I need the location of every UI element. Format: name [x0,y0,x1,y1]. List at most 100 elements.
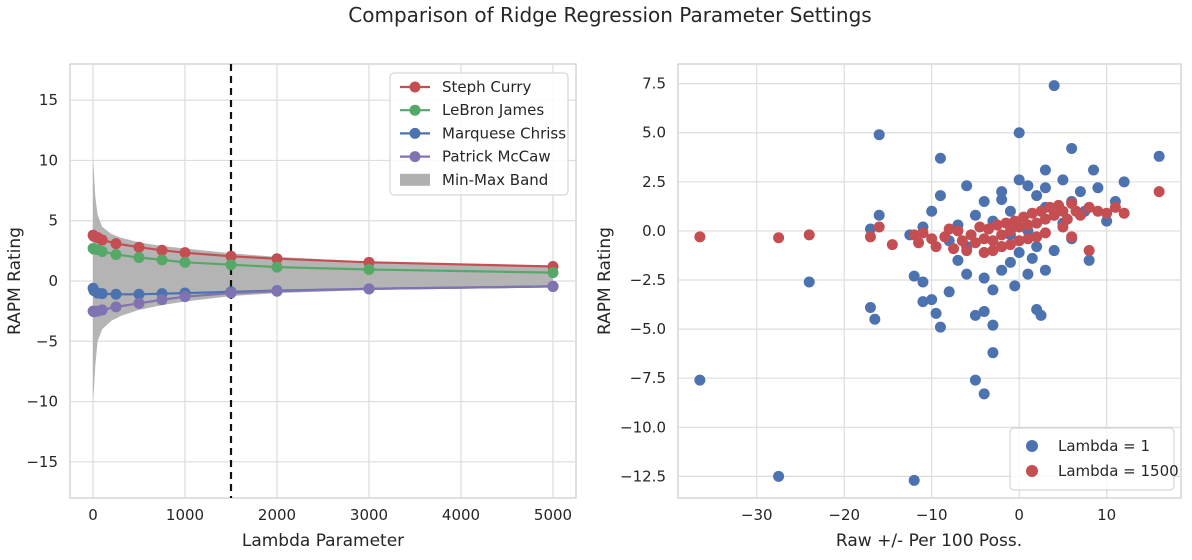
right-legend-frame [1009,427,1175,491]
lambda-1-point [952,254,964,266]
lambda-1500-point [1039,213,1051,225]
steph-curry-point [96,234,108,246]
lambda-1-point [996,186,1008,198]
lambda-1500-point [948,243,960,255]
lambda-1500-point [1074,209,1086,221]
left-y-tick-label: 10 [39,151,58,169]
lambda-1-point [908,474,920,486]
lebron-james-point [179,256,191,268]
patrick-mccaw-point [110,301,122,313]
lambda-1500-point [917,227,929,239]
lambda-1500-point [694,231,706,243]
right-plot-area [677,63,1182,499]
marquese-chriss-legend-label: Marquese Chriss [442,124,566,142]
lambda-1-point [1031,241,1043,253]
right-x-tick-label: −30 [741,506,773,524]
lambda-1500-point [952,225,964,237]
left-tick-labels: 0 1000 2000 3000 4000 5000 −15 −10 −5 0 5 10 15 [26,91,572,524]
lambda-1500-point [1004,239,1016,251]
lambda-series-layer [87,229,559,318]
patrick-mccaw-point [96,304,108,316]
lebron-james-point [271,261,283,273]
steph-curry-point [133,241,145,253]
left-y-tick-label: 0 [48,272,58,290]
right-ylabel: RAPM Rating [595,227,615,335]
lambda-1-point [773,470,785,482]
right-x-tick-label: 0 [1014,506,1024,524]
lambda-1500-point [1039,227,1051,239]
lambda-1-legend-label: Lambda = 1 [1058,437,1150,455]
lambda-1-point [1092,182,1104,194]
lambda-1500-point [873,221,885,233]
lambda-1-point [1066,142,1078,154]
lambda-1500-point [956,235,968,247]
lebron-james-point [363,264,375,276]
right-y-tick-label: −7.5 [630,369,666,387]
lambda-1-point [1013,127,1025,139]
left-x-tick-label: 0 [88,506,98,524]
lambda-1500-point [1118,207,1130,219]
lambda-1-point [1035,309,1047,321]
right-gridlines [678,64,1181,498]
lambda-1500-point [930,241,942,253]
left-ylabel: RAPM Rating [5,227,25,335]
lambda-1-point [1026,252,1038,264]
lambda-1-point [969,309,981,321]
steph-curry-point [110,238,122,250]
lambda-1-point [926,294,938,306]
lambda-1-point [1013,174,1025,186]
lambda-1500-point [1092,205,1104,217]
lambda-1500-point [978,247,990,259]
steph-curry-legend-marker [409,81,421,93]
lambda-1-point [926,205,938,217]
lambda-1-point [1083,254,1095,266]
patrick-mccaw-point [133,297,145,309]
min-max-band-legend-swatch [400,173,430,186]
lambda-1-point [1022,180,1034,192]
lambda-1500-point [803,229,815,241]
right-x-tick-label: −20 [828,506,860,524]
lambda-1500-point [987,235,999,247]
lambda-1-point [873,209,885,221]
figure-title: Comparison of Ridge Regression Parameter… [348,3,871,27]
lambda-1-point [934,152,946,164]
lambda-1500-point [991,219,1003,231]
lambda-1500-point [974,221,986,233]
marquese-chriss-point [96,288,108,300]
marquese-chriss-legend-marker [409,127,421,139]
right-y-tick-label: 0.0 [642,222,666,240]
lambda-1500-point [996,229,1008,241]
lambda-1500-point [987,245,999,257]
raw-vs-rapm-scatter: −30 −20 −10 0 10 −12.5 −10.0 −7.5 −5.0 −2.5 0.0 2.5… [595,63,1182,551]
lambda-1500-point [1153,186,1165,198]
lambda-1500-point [1066,231,1078,243]
lambda-1500-legend-label: Lambda = 1500 [1058,462,1179,480]
left-xlabel: Lambda Parameter [242,531,404,551]
lambda-1500-point [1026,207,1038,219]
lambda-1500-point [978,233,990,245]
lambda-1-point [1039,264,1051,276]
min-max-band-layer [93,160,553,402]
lambda-1-legend-marker [1026,440,1038,452]
right-y-tick-label: 5.0 [642,124,666,142]
lambda-1500-point [969,237,981,249]
lambda-1500-point [961,245,973,257]
lambda-1-point [917,276,929,288]
right-y-tick-label: −10.0 [620,418,666,436]
left-x-tick-label: 2000 [258,506,296,524]
lambda-1500-point [1083,245,1095,257]
lambda-1-point [987,319,999,331]
lambda-1500-point [1013,221,1025,233]
left-y-tick-label: −15 [26,453,58,471]
min-max-band-legend-label: Min-Max Band [442,171,548,189]
lambda-1-point [908,270,920,282]
lambda-1-point [1039,182,1051,194]
left-legend-frame [389,72,569,196]
lambda-1-point [869,313,881,325]
lebron-james-point [225,259,237,271]
lambda-1-point [996,194,1008,206]
lambda-1-point [917,296,929,308]
lambda-1500-point [1048,209,1060,221]
patrick-mccaw-legend-label: Patrick McCaw [442,148,551,166]
